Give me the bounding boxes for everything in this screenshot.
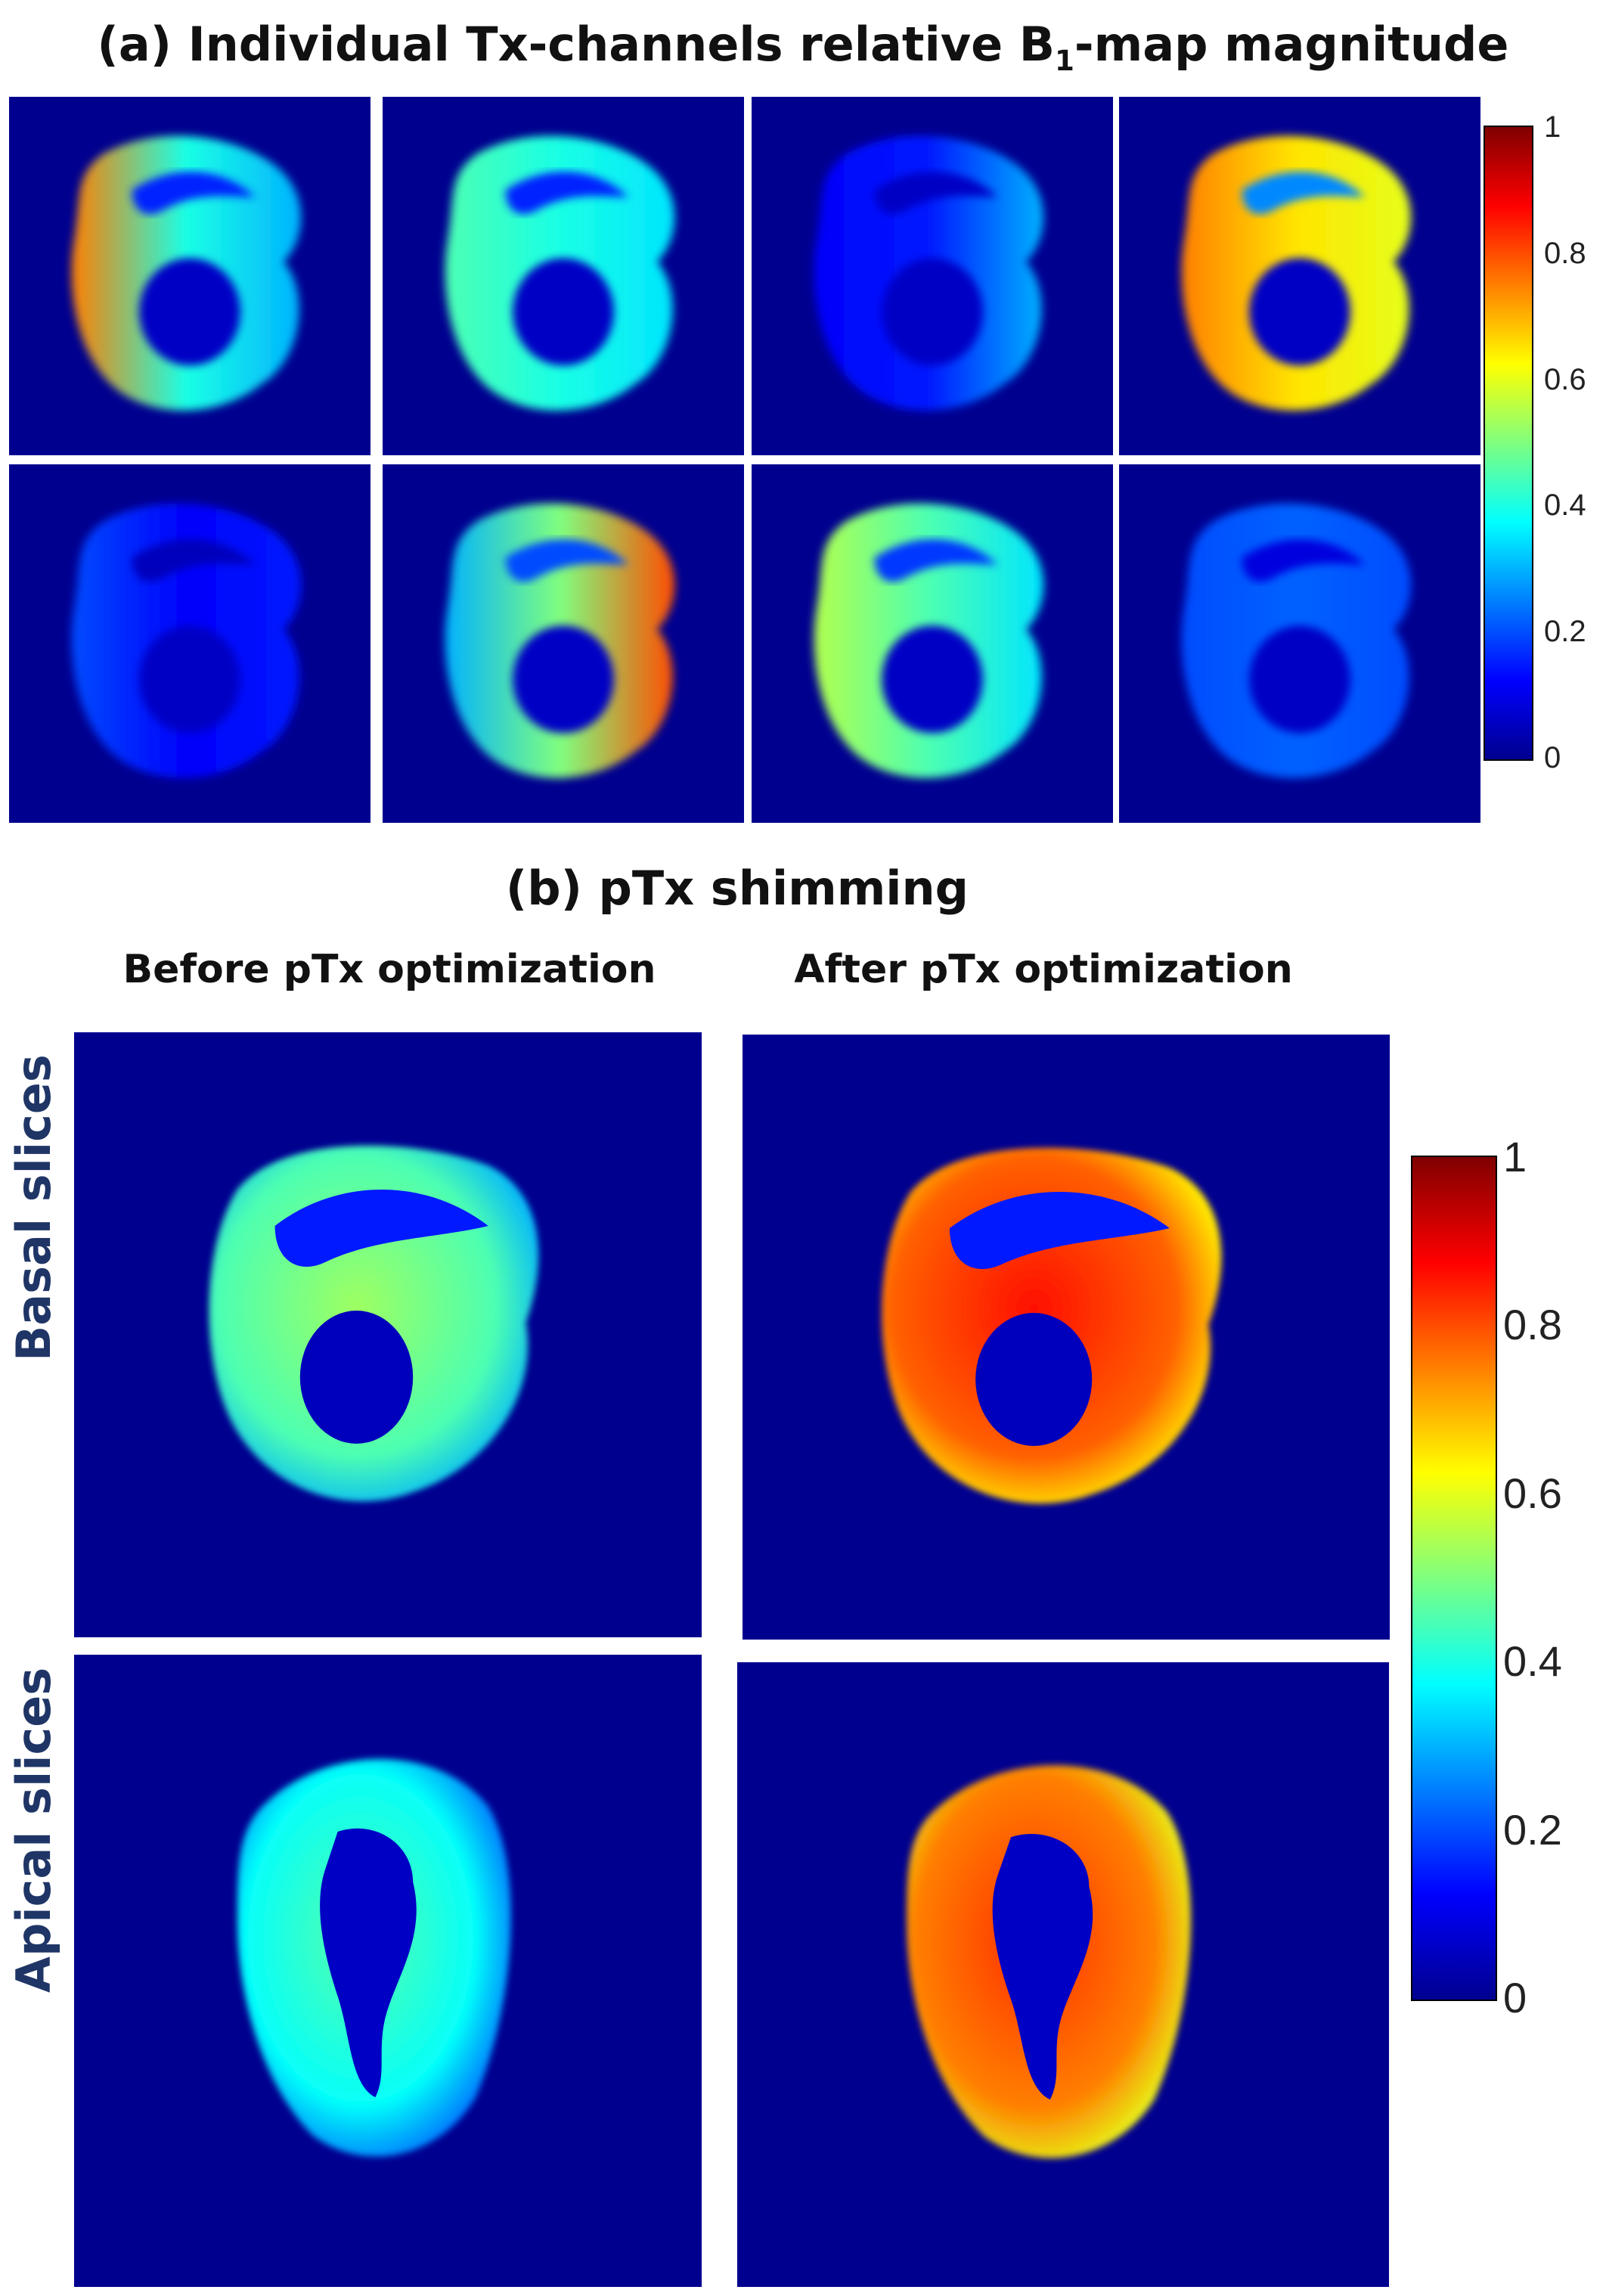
row-label-basal: Basal slices — [6, 1054, 61, 1361]
channel-map-5 — [9, 464, 370, 823]
left-ventricle-cavity — [882, 625, 983, 734]
right-ventricle-cavity — [1242, 172, 1366, 215]
apical-after-image — [737, 1662, 1389, 2287]
channel-map-7 — [752, 464, 1113, 823]
colorbar-b-tick-1: 0.8 — [1503, 1301, 1562, 1349]
basal-lv-cavity — [299, 1311, 414, 1444]
basal-rv-cavity — [274, 1190, 488, 1267]
col-header-before: Before pTx optimization — [122, 947, 656, 992]
colorbar-a-tick-4: 0.2 — [1544, 615, 1586, 649]
panel-a-title-text: (a) Individual Tx-channels relative B — [97, 17, 1056, 72]
basal-before-image — [74, 1032, 702, 1637]
channel-map-4 — [1119, 97, 1480, 455]
panel-a-title: (a) Individual Tx-channels relative B1-m… — [0, 17, 1606, 77]
left-ventricle-cavity — [513, 625, 614, 734]
colorbar-a-tick-3: 0.4 — [1544, 489, 1586, 523]
right-ventricle-cavity — [874, 539, 998, 582]
right-ventricle-cavity — [874, 172, 998, 215]
channel-map-8 — [1119, 464, 1480, 823]
right-ventricle-cavity — [132, 539, 256, 582]
panel-a-title-subscript: 1 — [1055, 44, 1074, 78]
colorbar-a-tick-5: 0 — [1544, 741, 1561, 774]
colorbar-b-tick-0: 1 — [1503, 1133, 1527, 1181]
basal-after-image — [743, 1035, 1390, 1640]
left-ventricle-cavity — [513, 258, 614, 366]
channel-map-3 — [752, 97, 1113, 455]
channel-map-2 — [383, 97, 744, 455]
colorbar-b-tick-5: 0 — [1503, 1974, 1527, 2021]
colorbar-a-tick-0: 1 — [1544, 110, 1561, 144]
basal-rv-cavity — [949, 1192, 1170, 1269]
row-label-apical: Apical slices — [6, 1667, 61, 1993]
apical-before-image — [74, 1655, 702, 2287]
basal-lv-cavity — [975, 1313, 1093, 1446]
panel-b-title: (b) pTx shimming — [505, 861, 969, 916]
channel-map-1 — [9, 97, 370, 455]
colorbar-b-tick-2: 0.6 — [1503, 1469, 1562, 1517]
right-ventricle-cavity — [505, 539, 629, 582]
left-ventricle-cavity — [1249, 258, 1350, 366]
apical-lv-cavity — [992, 1833, 1093, 2100]
panel-a-title-suffix: -map magnitude — [1074, 17, 1509, 72]
colorbar-a-tick-1: 0.8 — [1544, 236, 1586, 270]
colorbar-b-tick-4: 0.2 — [1503, 1805, 1562, 1854]
left-ventricle-cavity — [882, 258, 983, 366]
colorbar-a — [1484, 126, 1533, 761]
colorbar-b — [1411, 1156, 1497, 2001]
apical-lv-cavity — [320, 1828, 417, 2098]
left-ventricle-cavity — [139, 625, 240, 734]
left-ventricle-cavity — [1249, 625, 1350, 734]
right-ventricle-cavity — [1242, 539, 1366, 582]
col-header-after: After pTx optimization — [794, 947, 1293, 992]
right-ventricle-cavity — [132, 172, 256, 215]
left-ventricle-cavity — [139, 258, 240, 366]
colorbar-a-tick-2: 0.6 — [1544, 362, 1586, 396]
channel-map-6 — [383, 464, 744, 823]
colorbar-b-tick-3: 0.4 — [1503, 1637, 1562, 1686]
right-ventricle-cavity — [505, 172, 629, 215]
